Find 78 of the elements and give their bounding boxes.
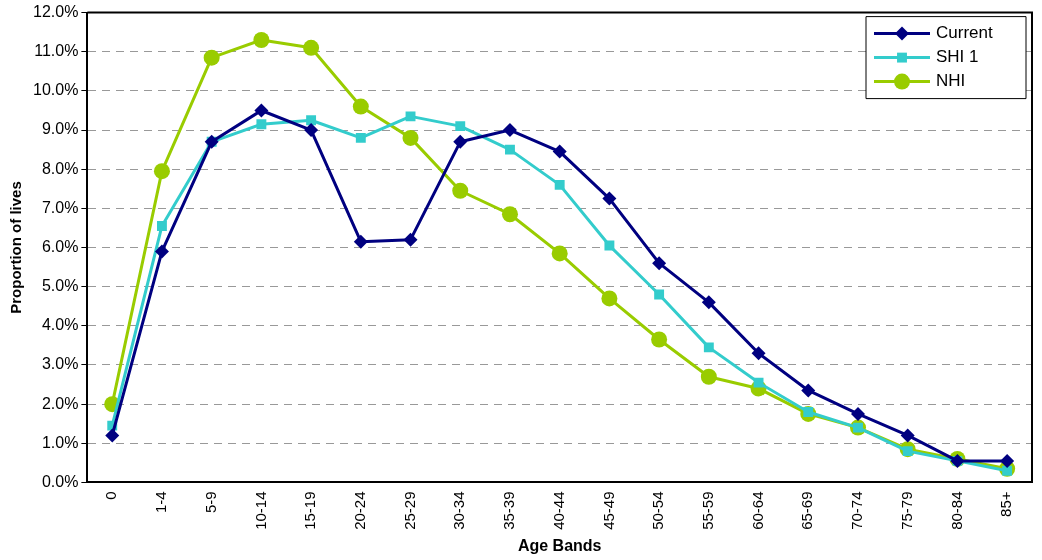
y-tick-label: 6.0%	[41, 237, 79, 255]
x-tick-label: 40-44	[549, 491, 567, 530]
point	[700, 368, 717, 385]
point	[501, 206, 518, 223]
point	[850, 406, 865, 421]
y-tick-label: 1.0%	[41, 433, 79, 451]
point	[654, 289, 665, 300]
x-tick-label: 10-14	[251, 491, 269, 530]
point	[604, 240, 615, 251]
point	[554, 179, 565, 190]
y-axis-title: Proportion of lives	[7, 181, 25, 314]
point	[304, 123, 319, 138]
point	[801, 383, 816, 398]
point	[153, 163, 170, 180]
point	[701, 295, 716, 310]
point	[551, 245, 568, 262]
point	[405, 111, 416, 122]
point	[353, 234, 368, 249]
x-tick-label: 50-54	[649, 491, 667, 530]
point	[900, 428, 915, 443]
x-tick-label: 60-64	[748, 491, 766, 530]
point	[455, 121, 466, 132]
y-tick-label: 12.0%	[32, 3, 79, 21]
point	[703, 342, 714, 353]
point	[652, 256, 667, 271]
point	[355, 132, 366, 143]
legend-label: NHI	[936, 71, 966, 91]
point	[105, 428, 120, 443]
x-tick-label: 85+	[997, 491, 1015, 517]
point	[552, 144, 567, 159]
x-tick-label: 80-84	[947, 491, 965, 530]
y-tick-label: 11.0%	[34, 42, 79, 60]
point	[651, 331, 668, 348]
point	[453, 134, 468, 149]
point	[253, 32, 270, 49]
point	[1000, 453, 1015, 468]
point	[256, 119, 267, 130]
x-tick-label: 35-39	[500, 491, 518, 530]
y-tick-label: 5.0%	[41, 277, 79, 295]
x-tick-label: 45-49	[599, 491, 617, 530]
y-tick-label: 4.0%	[41, 316, 79, 334]
point	[352, 98, 369, 115]
y-tick-label: 10.0%	[32, 81, 79, 99]
point	[402, 129, 419, 146]
y-tick-label: 3.0%	[41, 355, 79, 373]
point	[505, 144, 515, 155]
legend-label: SHI 1	[936, 47, 979, 67]
x-tick-label: 75-79	[897, 491, 915, 530]
point	[306, 115, 317, 126]
y-tick-label: 8.0%	[41, 159, 79, 177]
point	[751, 346, 766, 361]
y-tick-label: 9.0%	[41, 120, 79, 138]
legend-label: Current	[936, 23, 993, 43]
point	[753, 377, 764, 388]
x-tick-label: 25-29	[400, 491, 418, 530]
x-tick-label: 1-4	[152, 491, 170, 514]
point	[452, 182, 469, 199]
y-tick-label: 2.0%	[41, 394, 79, 412]
x-tick-label: 65-69	[798, 491, 816, 530]
x-tick-label: 0	[102, 491, 120, 500]
y-tick-label: 0.0%	[41, 472, 79, 490]
point	[254, 103, 269, 118]
point	[156, 221, 167, 231]
x-tick-label: 55-59	[698, 491, 716, 530]
point	[303, 39, 320, 56]
x-tick-label: 30-34	[450, 491, 468, 530]
x-tick-label: 70-74	[848, 491, 866, 530]
x-tick-label: 20-24	[350, 491, 368, 530]
y-tick-label: 7.0%	[41, 198, 79, 216]
point	[601, 290, 618, 307]
point	[154, 244, 169, 259]
point	[203, 49, 220, 66]
x-tick-label: 5-9	[201, 491, 219, 514]
x-tick-label: 15-19	[301, 491, 319, 530]
x-axis-title: Age Bands	[517, 536, 602, 554]
point	[602, 191, 617, 206]
point	[403, 232, 418, 247]
point	[502, 123, 517, 138]
